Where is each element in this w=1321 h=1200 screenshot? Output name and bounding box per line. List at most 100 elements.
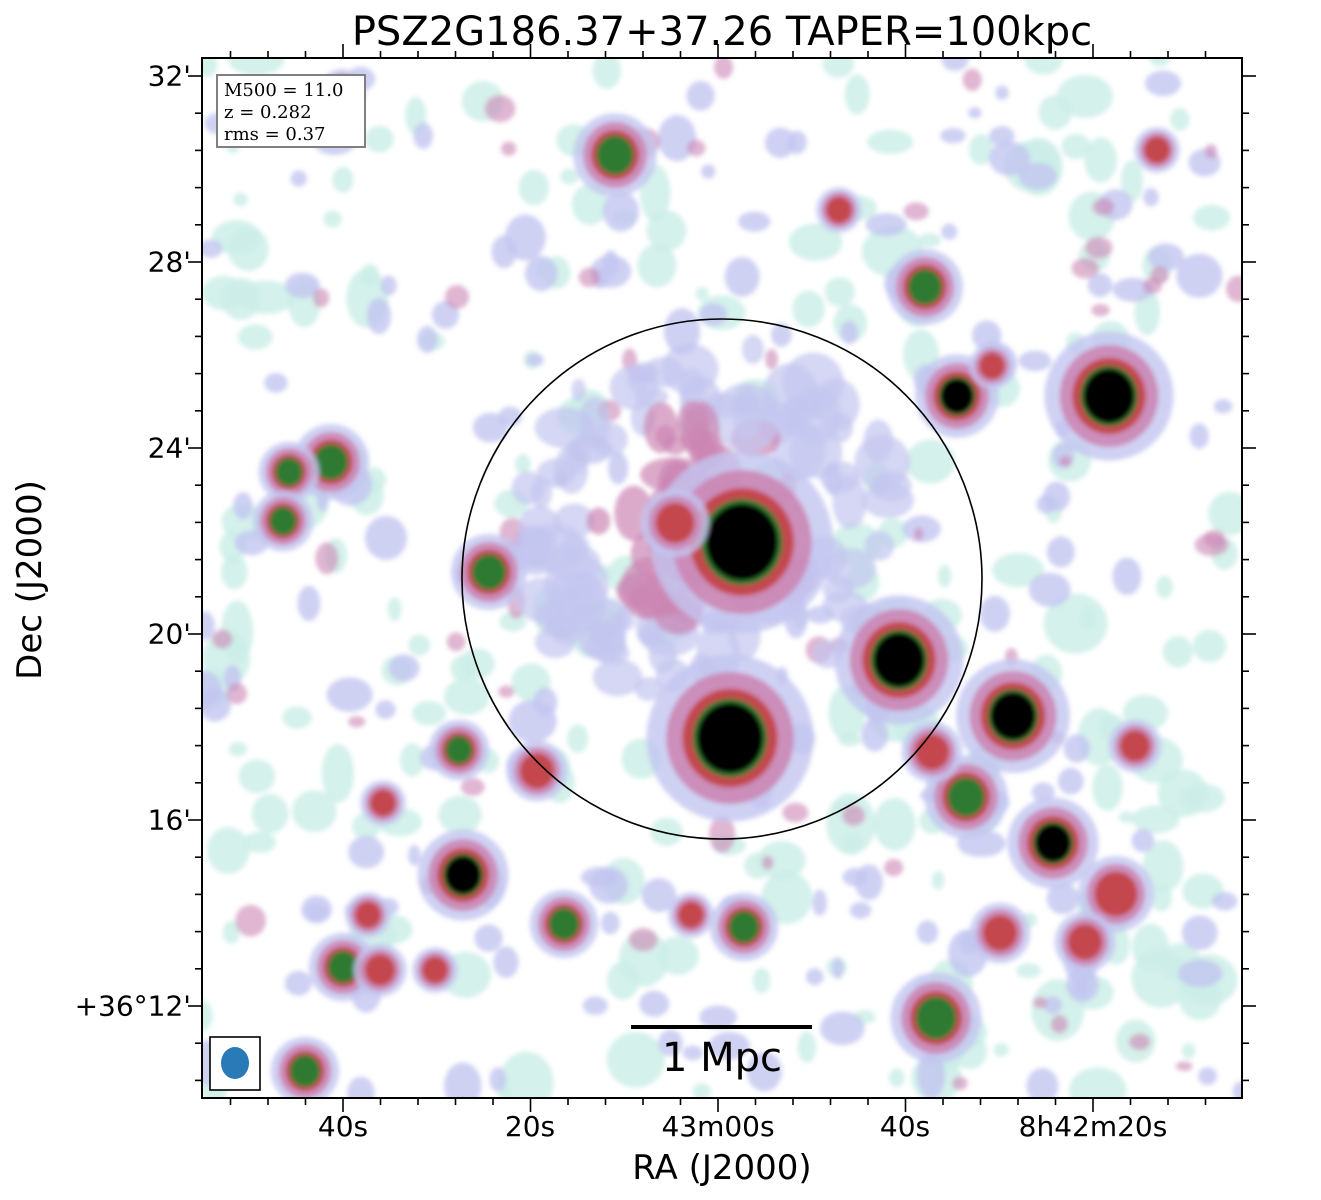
emission-blob (658, 1029, 683, 1057)
emission-blob (380, 275, 397, 296)
emission-blob (284, 272, 320, 299)
emission-blob (903, 202, 929, 221)
emission-blob (321, 743, 355, 803)
emission-blob (701, 164, 716, 179)
emission-blob (474, 924, 503, 953)
emission-blob (1120, 159, 1144, 203)
emission-blob (687, 139, 706, 157)
emission-blob (1131, 828, 1155, 853)
emission-blob (233, 492, 253, 520)
emission-blob (742, 334, 764, 365)
x-axis-label: RA (J2000) (632, 1148, 812, 1188)
emission-blob (797, 1031, 817, 1063)
scale-bar-label: 1 Mpc (661, 1035, 783, 1081)
emission-blob (332, 166, 354, 193)
emission-blob (571, 378, 586, 402)
source-ring (914, 734, 950, 770)
emission-blob (738, 211, 771, 232)
source-ring (370, 789, 396, 817)
emission-blob (1211, 891, 1238, 911)
emission-blob (865, 213, 907, 237)
emission-blob (1193, 204, 1231, 231)
source-ring (422, 956, 448, 984)
emission-blob (692, 1083, 711, 1098)
emission-blob (822, 58, 855, 78)
emission-blob (902, 515, 941, 543)
source-ring (979, 352, 1005, 380)
emission-blob (1132, 923, 1169, 971)
emission-blob (844, 74, 870, 115)
emission-blob (770, 322, 792, 347)
emission-blob (1046, 883, 1080, 915)
emission-blob (582, 996, 608, 1016)
emission-blob (292, 790, 337, 833)
emission-blob (238, 324, 273, 350)
emission-blob (1026, 1067, 1059, 1098)
emission-blob (724, 257, 760, 297)
source-body (472, 554, 506, 590)
emission-blob (228, 742, 248, 757)
emission-blob (634, 677, 663, 701)
emission-blob (1061, 133, 1091, 160)
x-tick-label: 40s (317, 1110, 369, 1143)
emission-blob (1176, 253, 1223, 298)
emission-blob (1059, 455, 1072, 467)
emission-blob (408, 634, 431, 656)
emission-blob (297, 585, 321, 622)
emission-blob (211, 629, 233, 649)
source-core (1035, 823, 1071, 863)
emission-blob (526, 353, 545, 367)
emission-blob (709, 816, 736, 853)
emission-blob (438, 795, 482, 834)
emission-blob (787, 130, 807, 155)
emission-blob (493, 946, 519, 978)
emission-blob (388, 654, 420, 682)
emission-blob (657, 114, 697, 162)
emission-blob (1226, 275, 1242, 303)
emission-blob (819, 460, 860, 493)
source-body (314, 444, 348, 480)
emission-blob (988, 126, 1015, 147)
emission-blob (444, 285, 470, 309)
emission-blob (788, 223, 843, 261)
source-core (940, 378, 974, 414)
emission-blob (1232, 1081, 1242, 1098)
emission-blob (641, 878, 677, 913)
y-tick-label: 32' (147, 59, 191, 93)
emission-blob (315, 542, 339, 575)
emission-blob (1092, 764, 1123, 811)
emission-blob (864, 530, 895, 561)
emission-blob (993, 1043, 1009, 1057)
emission-blob (413, 122, 433, 150)
emission-blob (782, 352, 845, 414)
emission-blob (578, 396, 611, 451)
emission-blob (251, 793, 289, 834)
emission-blob (416, 325, 438, 353)
source-body (915, 996, 957, 1040)
emission-blob (222, 920, 240, 944)
y-tick-label: 24' (147, 431, 191, 465)
emission-blob (1092, 198, 1115, 216)
emission-blob (695, 287, 709, 301)
source-core (990, 692, 1036, 740)
emission-blob (648, 638, 678, 673)
source-core (697, 702, 763, 774)
emission-blob (220, 554, 248, 590)
emission-blob (992, 552, 1044, 588)
emission-blob (202, 611, 215, 640)
emission-blob (1057, 767, 1084, 795)
source-body (269, 506, 297, 536)
emission-blob (290, 170, 307, 187)
emission-blob (498, 1051, 554, 1098)
source-ring (1144, 136, 1170, 164)
emission-blob (884, 858, 904, 877)
emission-blob (650, 817, 683, 846)
emission-blob (498, 685, 515, 698)
source-ring (826, 196, 852, 224)
emission-blob (364, 515, 408, 560)
emission-blob (1056, 74, 1113, 119)
emission-blob (484, 95, 516, 123)
emission-blob (1085, 236, 1113, 259)
emission-blob (752, 967, 771, 994)
emission-blob (1084, 137, 1118, 183)
